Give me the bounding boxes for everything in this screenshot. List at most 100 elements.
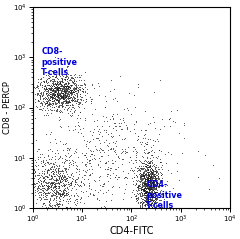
Point: [54, 167, 58, 170]
Point: [150, 194, 153, 198]
Point: [114, 144, 118, 148]
Point: [149, 193, 153, 197]
Point: [146, 170, 150, 174]
Point: [148, 163, 152, 167]
Point: [56, 89, 60, 93]
Point: [41, 180, 45, 184]
Point: [158, 170, 162, 174]
Point: [158, 179, 162, 183]
Point: [78, 200, 82, 204]
Point: [49, 187, 53, 191]
Point: [65, 177, 69, 180]
Point: [57, 85, 61, 89]
Point: [58, 88, 61, 92]
Point: [149, 174, 152, 178]
Point: [151, 168, 155, 172]
Point: [149, 201, 153, 205]
Point: [68, 78, 72, 82]
Point: [153, 190, 157, 194]
Point: [48, 147, 52, 151]
Point: [88, 173, 92, 177]
Point: [138, 192, 142, 196]
Point: [146, 165, 150, 169]
Point: [149, 182, 153, 186]
Point: [147, 173, 150, 177]
Point: [154, 190, 157, 194]
Point: [154, 203, 157, 207]
Point: [63, 76, 67, 79]
Point: [70, 96, 74, 100]
Point: [151, 175, 155, 179]
Point: [152, 178, 156, 182]
Point: [129, 166, 133, 169]
Point: [54, 179, 58, 183]
Point: [67, 184, 71, 188]
Point: [135, 150, 138, 154]
Point: [72, 88, 76, 92]
Point: [48, 78, 52, 82]
Point: [147, 199, 151, 203]
Point: [37, 89, 41, 93]
Point: [54, 190, 58, 194]
Point: [55, 195, 59, 198]
Point: [42, 201, 46, 205]
Point: [134, 196, 138, 200]
Point: [62, 97, 66, 100]
Point: [78, 100, 82, 103]
Point: [141, 200, 145, 204]
Point: [74, 191, 78, 195]
Point: [149, 187, 153, 191]
Point: [60, 77, 64, 81]
Point: [53, 183, 57, 187]
Point: [40, 171, 44, 175]
Point: [52, 84, 56, 88]
Point: [144, 190, 148, 194]
Point: [61, 84, 65, 87]
Point: [36, 91, 40, 95]
Point: [99, 147, 102, 151]
Point: [146, 170, 150, 174]
Point: [52, 99, 56, 103]
Point: [44, 193, 48, 197]
Point: [38, 96, 42, 100]
Point: [104, 130, 108, 134]
Point: [40, 83, 44, 87]
Point: [156, 154, 160, 158]
Point: [142, 189, 146, 193]
Point: [60, 96, 64, 99]
Point: [140, 199, 144, 203]
Point: [146, 179, 150, 183]
Point: [64, 101, 68, 105]
Point: [56, 168, 60, 172]
Point: [62, 95, 66, 98]
Point: [90, 113, 94, 116]
Point: [69, 183, 73, 187]
Point: [45, 188, 49, 191]
Point: [144, 169, 148, 173]
Point: [56, 202, 60, 206]
Point: [55, 108, 59, 111]
Point: [46, 71, 50, 75]
Point: [139, 174, 143, 178]
Point: [62, 97, 66, 101]
Point: [36, 184, 40, 187]
Point: [50, 69, 54, 73]
Point: [35, 104, 38, 108]
Point: [151, 187, 155, 191]
Point: [149, 184, 152, 188]
Point: [88, 172, 92, 175]
Point: [64, 85, 68, 89]
Point: [103, 167, 107, 171]
Point: [50, 84, 54, 88]
Point: [63, 89, 67, 93]
Point: [52, 108, 56, 112]
Point: [87, 167, 91, 171]
Point: [35, 85, 38, 89]
Point: [52, 78, 56, 82]
Point: [73, 108, 77, 112]
Point: [65, 108, 69, 112]
Point: [149, 161, 152, 165]
Point: [142, 174, 146, 178]
Point: [149, 174, 153, 178]
Point: [157, 176, 161, 180]
